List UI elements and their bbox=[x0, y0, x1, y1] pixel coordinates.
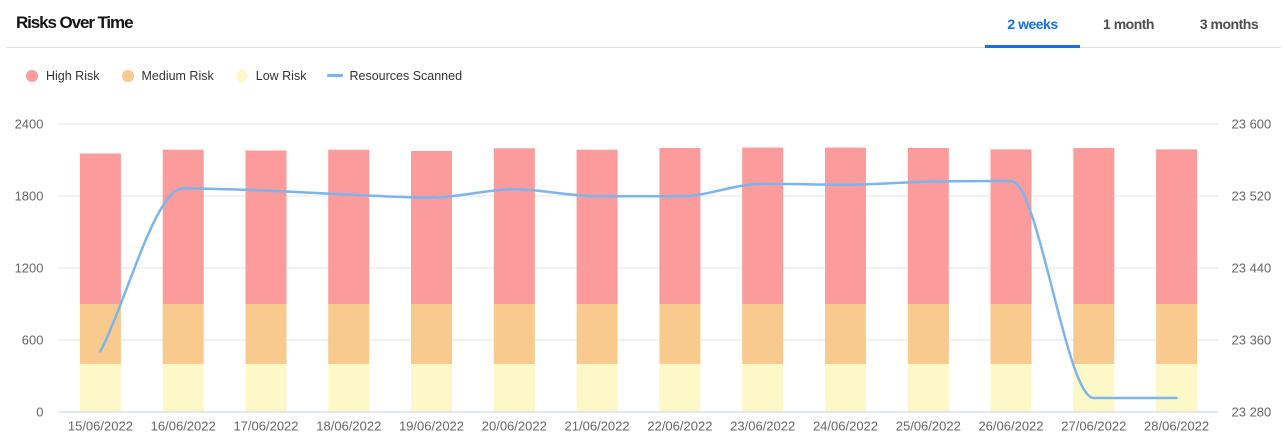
svg-text:19/06/2022: 19/06/2022 bbox=[399, 419, 464, 434]
svg-text:1200: 1200 bbox=[15, 261, 44, 276]
svg-text:2400: 2400 bbox=[15, 117, 44, 132]
svg-text:27/06/2022: 27/06/2022 bbox=[1061, 419, 1126, 434]
svg-text:25/06/2022: 25/06/2022 bbox=[896, 419, 961, 434]
svg-text:20/06/2022: 20/06/2022 bbox=[482, 419, 547, 434]
svg-text:1800: 1800 bbox=[15, 189, 44, 204]
svg-text:23 520: 23 520 bbox=[1232, 189, 1272, 204]
svg-text:23/06/2022: 23/06/2022 bbox=[730, 419, 795, 434]
svg-text:17/06/2022: 17/06/2022 bbox=[233, 419, 298, 434]
svg-text:26/06/2022: 26/06/2022 bbox=[978, 419, 1043, 434]
svg-text:23 600: 23 600 bbox=[1232, 117, 1272, 132]
svg-text:28/06/2022: 28/06/2022 bbox=[1144, 419, 1209, 434]
svg-text:24/06/2022: 24/06/2022 bbox=[813, 419, 878, 434]
svg-text:15/06/2022: 15/06/2022 bbox=[68, 419, 133, 434]
svg-text:22/06/2022: 22/06/2022 bbox=[647, 419, 712, 434]
svg-text:23 280: 23 280 bbox=[1232, 405, 1272, 420]
svg-text:0: 0 bbox=[36, 405, 43, 420]
svg-text:16/06/2022: 16/06/2022 bbox=[151, 419, 216, 434]
svg-text:18/06/2022: 18/06/2022 bbox=[316, 419, 381, 434]
svg-text:21/06/2022: 21/06/2022 bbox=[565, 419, 630, 434]
svg-text:600: 600 bbox=[22, 333, 44, 348]
svg-text:23 440: 23 440 bbox=[1232, 261, 1272, 276]
svg-text:23 360: 23 360 bbox=[1232, 333, 1272, 348]
